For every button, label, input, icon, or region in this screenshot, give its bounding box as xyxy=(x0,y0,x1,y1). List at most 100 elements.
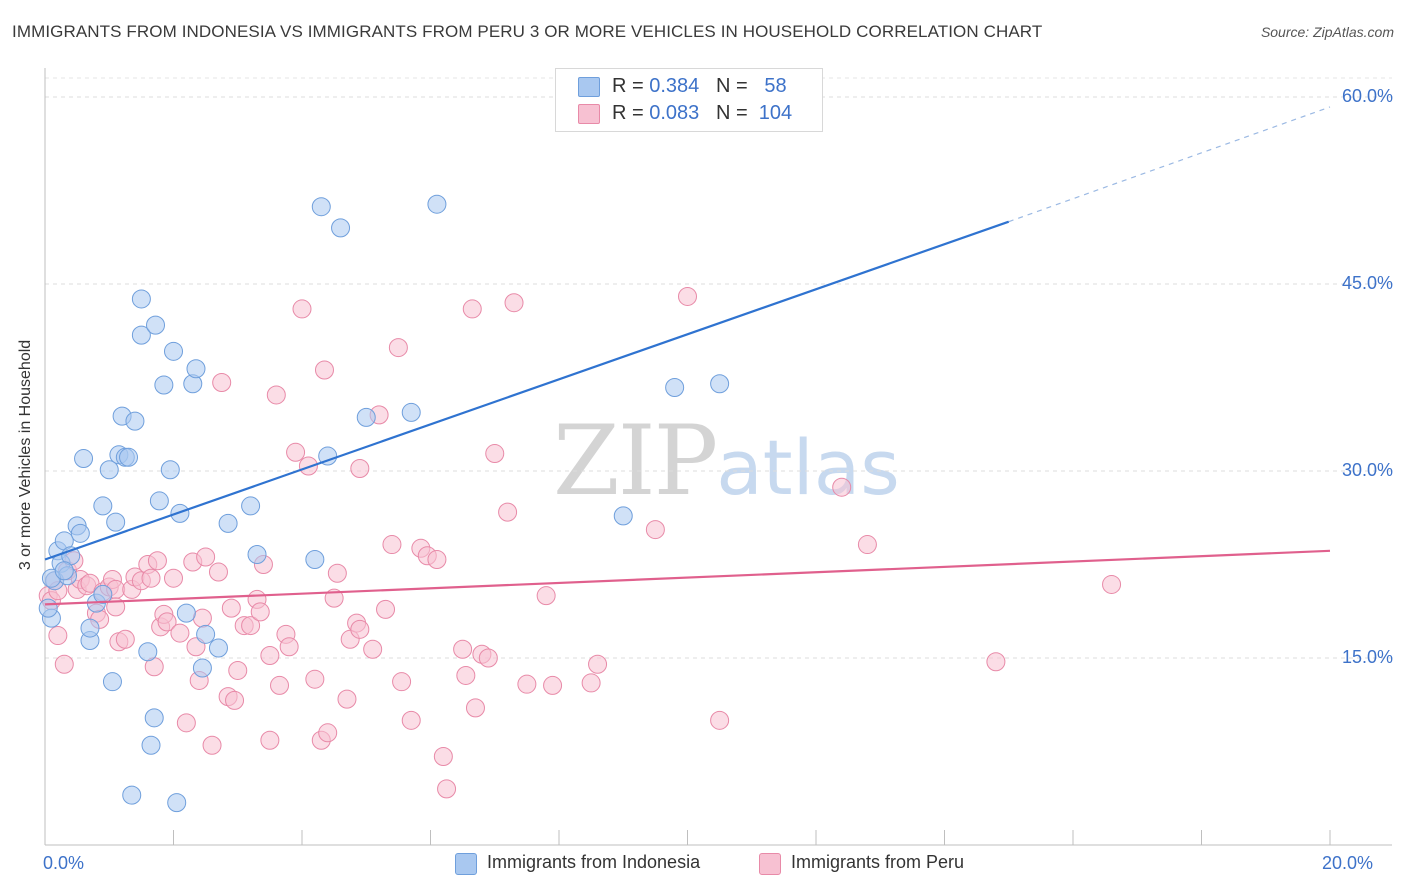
point-indonesia-8 xyxy=(70,523,90,543)
point-indonesia-32 xyxy=(164,341,183,361)
point-peru-89 xyxy=(645,520,665,540)
point-peru-70 xyxy=(401,710,421,730)
point-peru-37 xyxy=(212,372,232,392)
point-peru-33 xyxy=(192,608,212,628)
point-indonesia-15 xyxy=(102,672,122,692)
y-axis-label: 3 or more Vehicles in Household xyxy=(17,339,34,571)
point-indonesia-41 xyxy=(218,513,238,533)
point-indonesia-21 xyxy=(122,785,142,805)
point-peru-95 xyxy=(1102,574,1122,594)
point-indonesia-27 xyxy=(144,708,164,728)
y-tick-label-0: 15.0% xyxy=(1341,647,1393,667)
point-indonesia-9 xyxy=(74,449,94,469)
stats-legend: R = 0.384 N = 58 R = 0.083 N = 104 xyxy=(555,68,823,132)
point-peru-43 xyxy=(241,616,261,636)
point-peru-73 xyxy=(427,550,447,570)
legend-stats-indonesia: R = 0.384 N = 58 xyxy=(612,75,787,97)
point-indonesia-52 xyxy=(665,377,685,397)
trendline-extension-indonesia xyxy=(1008,106,1331,223)
point-peru-77 xyxy=(456,665,476,685)
point-peru-53 xyxy=(292,299,312,319)
point-indonesia-48 xyxy=(356,407,376,427)
point-peru-96 xyxy=(48,626,68,646)
point-peru-59 xyxy=(324,588,344,608)
point-peru-69 xyxy=(392,672,412,692)
trendline-indonesia xyxy=(44,220,1010,561)
x-tick-label-max: 20.0% xyxy=(1322,853,1374,873)
point-indonesia-38 xyxy=(192,658,212,678)
point-peru-49 xyxy=(270,675,290,695)
trendline-peru xyxy=(44,549,1331,606)
point-indonesia-39 xyxy=(196,624,216,644)
point-peru-35 xyxy=(202,735,222,755)
point-indonesia-20 xyxy=(119,447,139,467)
point-peru-36 xyxy=(208,562,228,582)
point-indonesia-44 xyxy=(305,550,325,570)
legend-label-indonesia: Immigrants from Indonesia xyxy=(487,852,701,872)
point-peru-90 xyxy=(678,286,697,306)
point-indonesia-57 xyxy=(93,584,113,604)
point-indonesia-13 xyxy=(93,496,113,516)
point-peru-30 xyxy=(176,713,196,733)
point-indonesia-50 xyxy=(427,194,447,214)
point-peru-29 xyxy=(170,623,190,643)
point-indonesia-31 xyxy=(160,460,180,480)
point-peru-39 xyxy=(221,598,241,618)
point-peru-28 xyxy=(164,568,183,588)
point-indonesia-22 xyxy=(125,411,145,431)
point-peru-52 xyxy=(286,442,306,462)
watermark-zip: ZIP xyxy=(553,405,718,517)
point-peru-47 xyxy=(260,730,280,750)
point-peru-41 xyxy=(228,660,248,680)
legend-stats-peru: R = 0.083 N = 104 xyxy=(612,102,793,124)
point-peru-87 xyxy=(581,673,601,693)
point-peru-34 xyxy=(196,547,216,567)
point-indonesia-46 xyxy=(311,197,331,217)
point-peru-94 xyxy=(986,652,1006,672)
point-peru-45 xyxy=(250,602,270,622)
legend-swatch-indonesia xyxy=(578,77,600,97)
source-label: Source: ZipAtlas.com xyxy=(1260,24,1394,40)
legend-swatch-indonesia-bottom xyxy=(455,853,477,875)
y-tick-label-3: 60.0% xyxy=(1341,86,1393,106)
legend-label-peru: Immigrants from Peru xyxy=(791,852,965,872)
point-indonesia-14 xyxy=(99,460,119,480)
point-peru-57 xyxy=(314,360,334,380)
point-peru-84 xyxy=(517,674,537,694)
point-peru-81 xyxy=(485,444,505,464)
point-indonesia-51 xyxy=(613,506,633,526)
point-peru-85 xyxy=(536,586,556,606)
point-peru-18 xyxy=(115,629,135,649)
point-peru-68 xyxy=(388,338,408,358)
point-indonesia-11 xyxy=(80,618,100,638)
point-peru-100 xyxy=(350,619,370,639)
point-peru-40 xyxy=(225,690,245,710)
point-peru-67 xyxy=(382,535,402,555)
point-peru-55 xyxy=(305,669,325,689)
point-indonesia-49 xyxy=(401,402,421,422)
point-peru-61 xyxy=(337,689,357,709)
series-legend: Immigrants from Indonesia Immigrants fro… xyxy=(0,852,1406,878)
point-indonesia-40 xyxy=(208,638,228,658)
point-indonesia-23 xyxy=(131,289,151,309)
point-peru-23 xyxy=(141,568,161,588)
legend-swatch-peru xyxy=(578,104,600,124)
point-peru-64 xyxy=(350,459,370,479)
point-peru-27 xyxy=(157,612,177,632)
point-peru-93 xyxy=(857,535,877,555)
point-indonesia-47 xyxy=(331,218,351,238)
point-peru-91 xyxy=(710,710,730,730)
point-peru-60 xyxy=(327,563,347,583)
point-peru-92 xyxy=(832,477,852,497)
point-indonesia-37 xyxy=(186,359,206,379)
point-indonesia-53 xyxy=(710,374,730,394)
point-peru-102 xyxy=(478,648,498,668)
point-indonesia-33 xyxy=(167,793,187,813)
point-peru-99 xyxy=(260,646,280,666)
point-peru-76 xyxy=(453,639,473,659)
point-peru-74 xyxy=(433,746,453,766)
point-indonesia-35 xyxy=(176,603,196,623)
chart-title: IMMIGRANTS FROM INDONESIA VS IMMIGRANTS … xyxy=(12,22,1043,41)
point-peru-88 xyxy=(588,654,608,674)
watermark: ZIPatlas xyxy=(553,405,900,517)
